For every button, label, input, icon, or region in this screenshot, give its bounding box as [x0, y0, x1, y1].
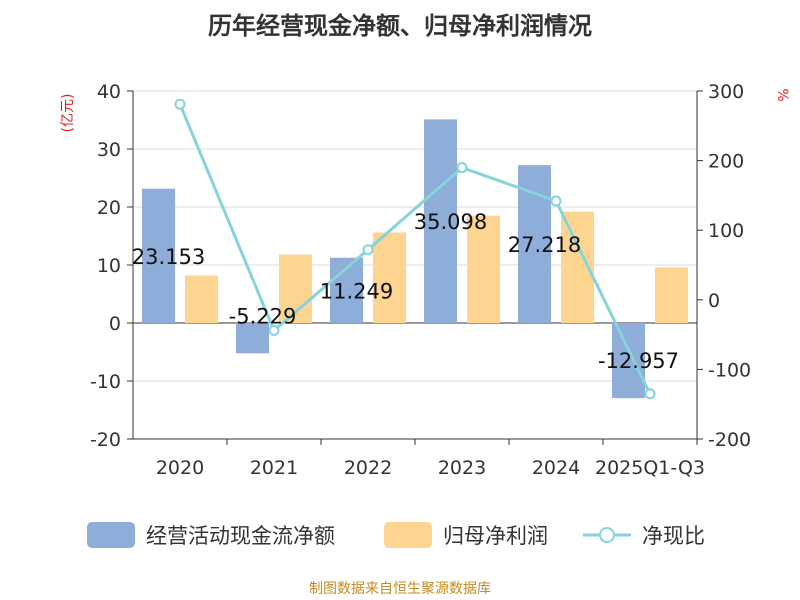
point-cash-profit-ratio [268, 324, 280, 336]
line-cash-profit-ratio [178, 103, 652, 395]
legend-swatch-net-profit [384, 522, 432, 548]
x-tick-label: 2023 [438, 457, 486, 479]
right-axis-label: % [774, 88, 790, 101]
left-tick-label: 10 [97, 255, 121, 277]
bar-net-profit [655, 267, 688, 323]
legend-marker-cash-profit-ratio [599, 527, 615, 543]
point-cash-profit-ratio [644, 388, 656, 400]
x-tick-label: 2022 [344, 457, 392, 479]
x-tick-label: 2020 [156, 457, 204, 479]
left-tick-label: 20 [97, 197, 121, 219]
x-tick-label: 2024 [532, 457, 580, 479]
right-tick-label: 300 [708, 81, 744, 103]
chart-title: 历年经营现金净额、归母净利润情况 [208, 12, 592, 40]
bar-operating-cash-flow [518, 165, 551, 323]
x-tick-label: 2021 [250, 457, 298, 479]
left-tick-label: -10 [90, 371, 121, 393]
bar-net-profit [373, 232, 406, 323]
data-label-operating-cash-flow: 35.098 [414, 210, 487, 234]
legend-label-cash-profit-ratio: 净现比 [642, 524, 705, 548]
right-tick-label: -200 [708, 429, 751, 451]
legend-label-net-profit: 归母净利润 [443, 524, 548, 548]
data-label-operating-cash-flow: 27.218 [508, 233, 581, 257]
bar-net-profit [185, 275, 218, 323]
legend-swatch-operating-cash-flow [87, 522, 135, 548]
right-tick-label: -100 [708, 359, 751, 381]
point-cash-profit-ratio [550, 195, 562, 207]
bar-operating-cash-flow [424, 119, 457, 323]
bar-operating-cash-flow [236, 323, 269, 354]
data-label-operating-cash-flow: -12.957 [598, 349, 679, 373]
x-tick-label: 2025Q1-Q3 [595, 457, 705, 479]
bar-operating-cash-flow [142, 188, 175, 323]
left-tick-label: 40 [97, 81, 121, 103]
data-label-operating-cash-flow: 23.153 [132, 245, 205, 269]
point-cash-profit-ratio [456, 162, 468, 174]
bar-net-profit [467, 215, 500, 323]
left-tick-label: -20 [90, 429, 121, 451]
left-axis-label: (亿元) [60, 94, 76, 133]
point-cash-profit-ratio [362, 244, 374, 256]
left-tick-label: 30 [97, 139, 121, 161]
bar-operating-cash-flow [612, 323, 645, 399]
right-tick-label: 0 [708, 290, 720, 312]
data-label-operating-cash-flow: -5.229 [229, 304, 297, 328]
point-cash-profit-ratio [174, 98, 186, 110]
data-label-operating-cash-flow: 11.249 [320, 279, 393, 303]
right-tick-label: 100 [708, 220, 744, 242]
legend-label-operating-cash-flow: 经营活动现金流净额 [146, 524, 335, 548]
left-tick-label: 0 [109, 313, 121, 335]
source-note: 制图数据来自恒生聚源数据库 [309, 581, 491, 597]
right-tick-label: 200 [708, 151, 744, 173]
